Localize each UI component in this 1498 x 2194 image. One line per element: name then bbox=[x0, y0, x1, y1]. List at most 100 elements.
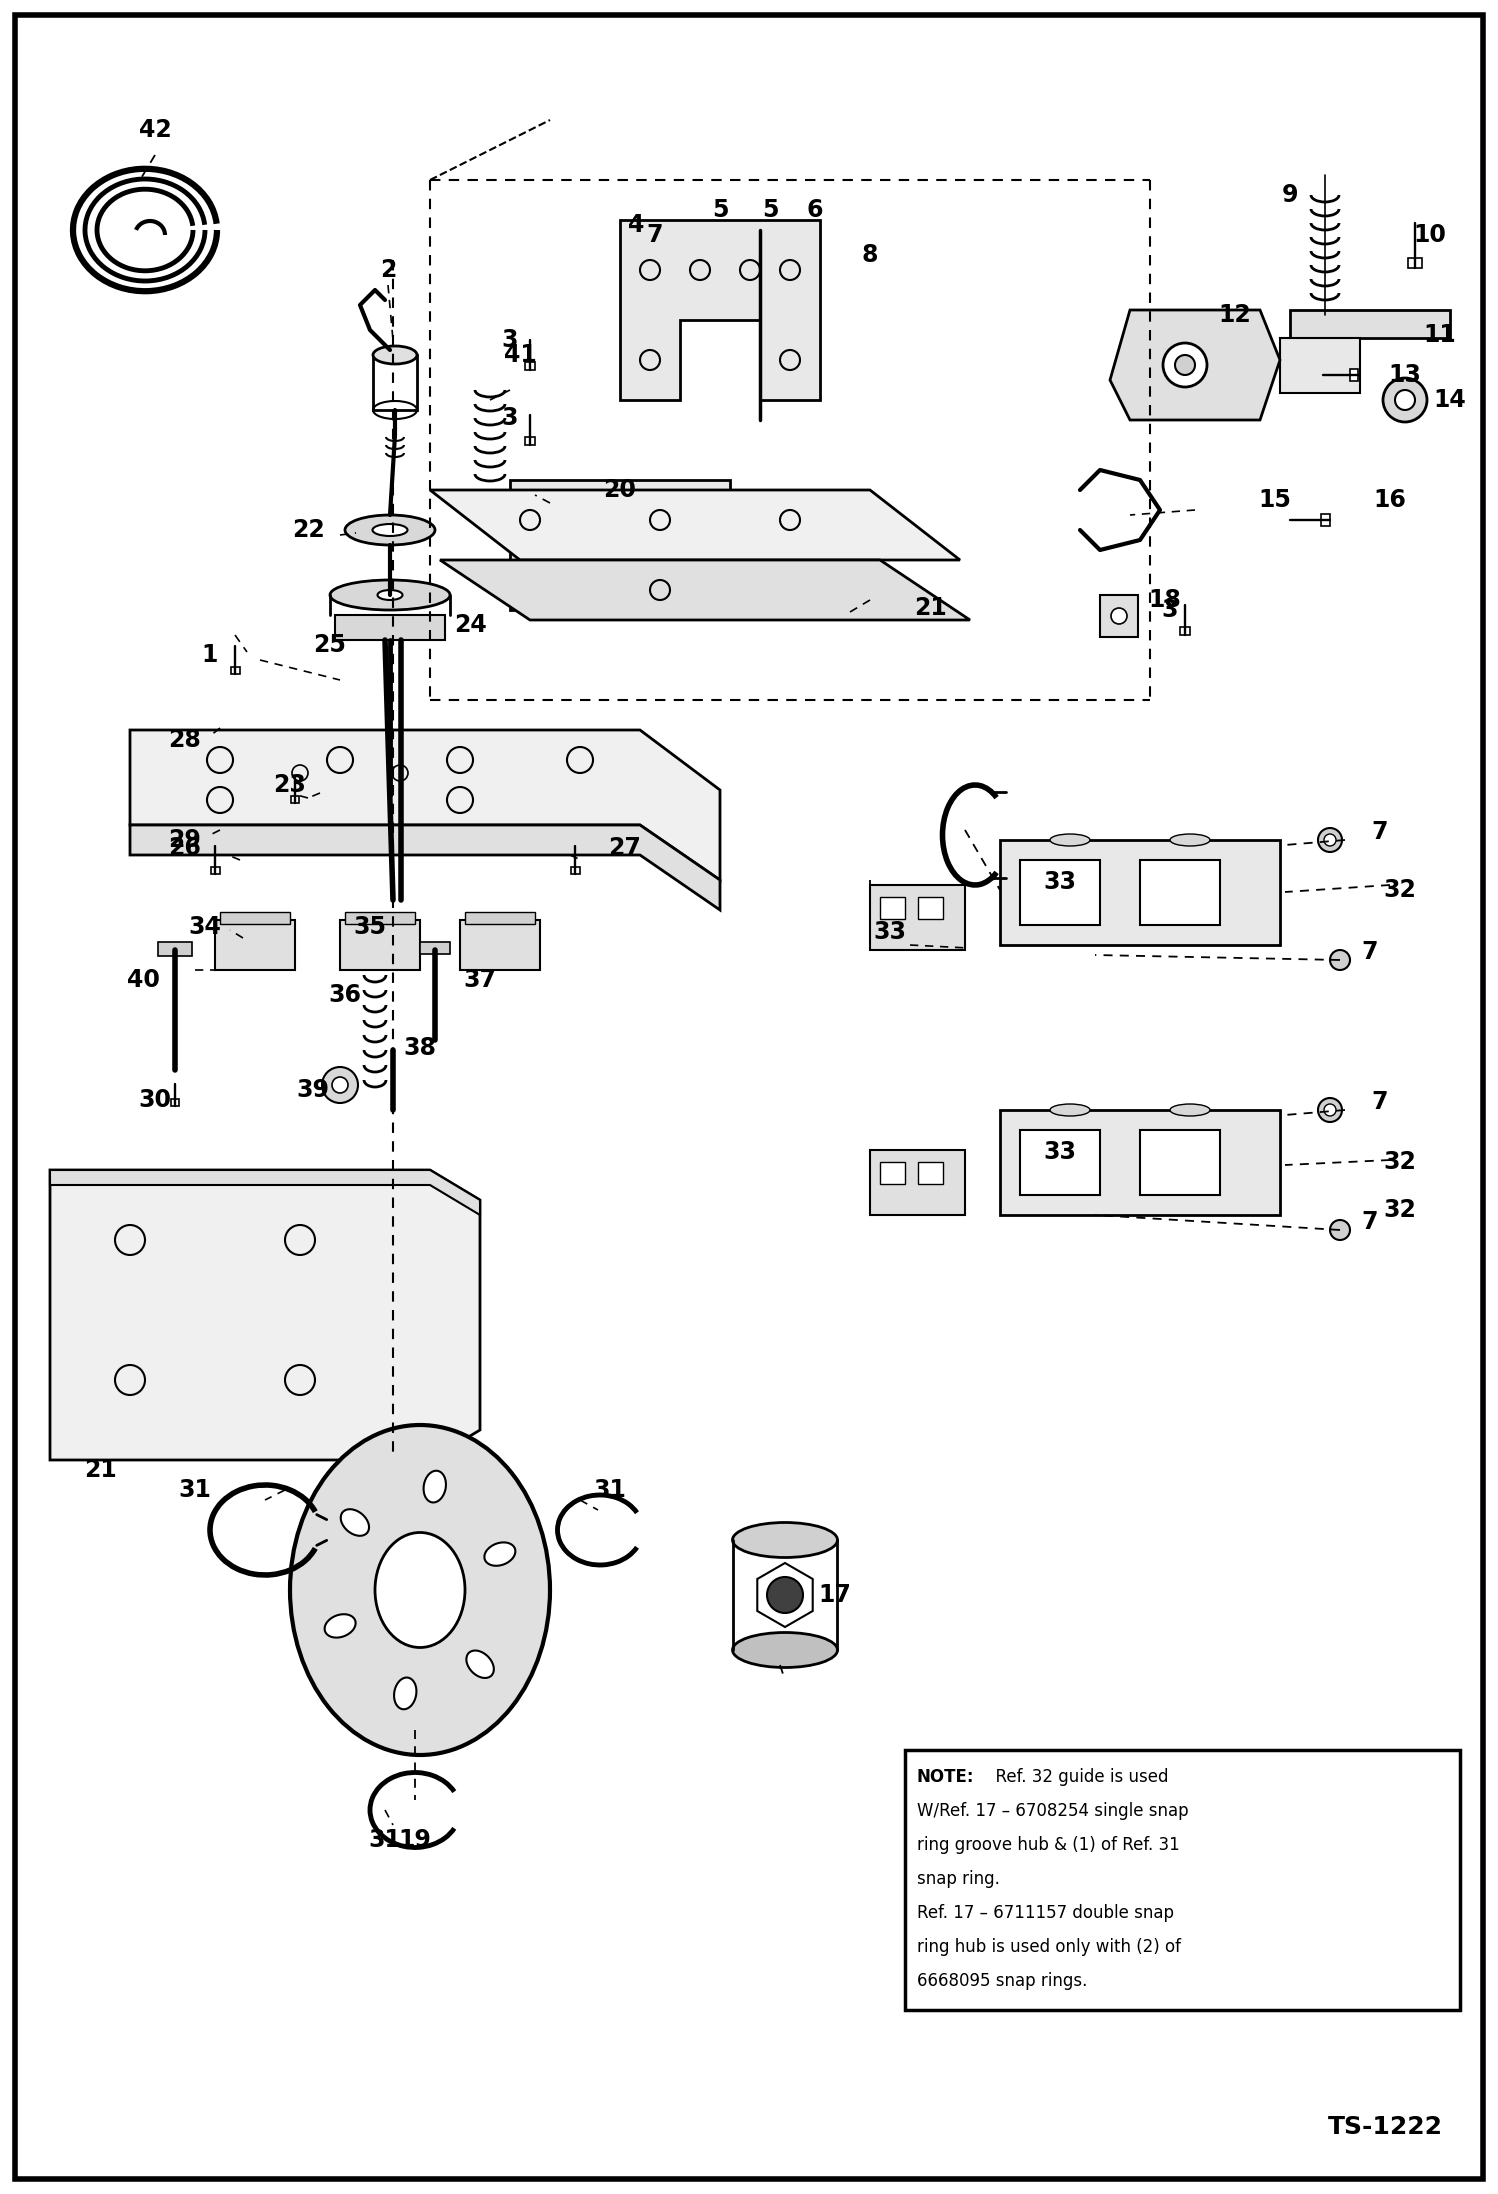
Circle shape bbox=[1318, 827, 1342, 851]
Bar bbox=[216, 919, 295, 970]
Bar bbox=[918, 897, 944, 919]
Ellipse shape bbox=[733, 1523, 837, 1558]
Bar bbox=[340, 919, 419, 970]
Polygon shape bbox=[130, 731, 721, 880]
Text: 13: 13 bbox=[1389, 362, 1422, 386]
Text: 30: 30 bbox=[138, 1088, 171, 1112]
Ellipse shape bbox=[466, 1650, 494, 1678]
Circle shape bbox=[1162, 342, 1207, 386]
Text: 7: 7 bbox=[1362, 1211, 1378, 1233]
Text: 33: 33 bbox=[1044, 871, 1077, 893]
Polygon shape bbox=[231, 667, 240, 674]
Polygon shape bbox=[130, 825, 721, 911]
Circle shape bbox=[1383, 377, 1428, 421]
Text: 22: 22 bbox=[292, 518, 325, 542]
Text: 6668095 snap rings.: 6668095 snap rings. bbox=[917, 1972, 1088, 1990]
Text: Ref. 32 guide is used: Ref. 32 guide is used bbox=[986, 1768, 1168, 1786]
Text: TS-1222: TS-1222 bbox=[1329, 2115, 1443, 2139]
Polygon shape bbox=[440, 559, 971, 621]
Polygon shape bbox=[171, 1099, 178, 1106]
Text: 21: 21 bbox=[84, 1459, 117, 1481]
Polygon shape bbox=[1180, 627, 1189, 634]
Bar bbox=[1020, 1130, 1100, 1196]
Bar bbox=[1001, 840, 1279, 946]
Text: 8: 8 bbox=[861, 244, 878, 268]
Circle shape bbox=[1174, 355, 1195, 375]
Ellipse shape bbox=[1050, 1104, 1091, 1117]
Ellipse shape bbox=[340, 1509, 369, 1536]
Text: 10: 10 bbox=[1414, 224, 1447, 248]
Text: 32: 32 bbox=[1384, 878, 1417, 902]
Text: 33: 33 bbox=[1044, 1141, 1077, 1165]
Text: snap ring.: snap ring. bbox=[917, 1869, 999, 1889]
Text: ring groove hub & (1) of Ref. 31: ring groove hub & (1) of Ref. 31 bbox=[917, 1836, 1180, 1854]
Text: 35: 35 bbox=[354, 915, 386, 939]
Bar bbox=[918, 1163, 944, 1185]
Polygon shape bbox=[571, 867, 580, 873]
Ellipse shape bbox=[1170, 834, 1210, 847]
Text: 5: 5 bbox=[762, 197, 779, 222]
Text: 4: 4 bbox=[628, 213, 644, 237]
Circle shape bbox=[1330, 1220, 1350, 1240]
Text: 27: 27 bbox=[608, 836, 641, 860]
Polygon shape bbox=[49, 1169, 479, 1459]
Text: ring hub is used only with (2) of: ring hub is used only with (2) of bbox=[917, 1937, 1180, 1957]
Text: 17: 17 bbox=[818, 1584, 851, 1606]
Text: 18: 18 bbox=[1149, 588, 1182, 612]
Circle shape bbox=[322, 1066, 358, 1104]
Text: 41: 41 bbox=[503, 342, 536, 366]
Circle shape bbox=[1112, 608, 1126, 623]
Circle shape bbox=[1395, 391, 1416, 410]
Text: NOTE:: NOTE: bbox=[917, 1768, 975, 1786]
Ellipse shape bbox=[394, 1678, 416, 1709]
Text: 28: 28 bbox=[169, 728, 201, 753]
Polygon shape bbox=[1350, 369, 1357, 382]
Text: 36: 36 bbox=[328, 983, 361, 1007]
Text: 40: 40 bbox=[126, 968, 159, 992]
Text: Ref. 17 – 6711157 double snap: Ref. 17 – 6711157 double snap bbox=[917, 1904, 1174, 1922]
Text: 3: 3 bbox=[502, 406, 518, 430]
Bar bbox=[879, 897, 905, 919]
Text: 7: 7 bbox=[1362, 939, 1378, 963]
Ellipse shape bbox=[345, 516, 434, 544]
Polygon shape bbox=[1321, 513, 1330, 527]
Text: 5: 5 bbox=[712, 197, 728, 222]
Text: 12: 12 bbox=[1219, 303, 1251, 327]
Bar bbox=[1140, 1130, 1219, 1196]
Text: 7: 7 bbox=[1372, 1090, 1389, 1115]
Polygon shape bbox=[1110, 309, 1279, 419]
Circle shape bbox=[1324, 1104, 1336, 1117]
Ellipse shape bbox=[330, 579, 449, 610]
Text: 31: 31 bbox=[369, 1828, 401, 1852]
Polygon shape bbox=[758, 1562, 813, 1628]
Text: 42: 42 bbox=[139, 118, 171, 143]
Text: 24: 24 bbox=[454, 612, 487, 636]
Bar bbox=[373, 355, 416, 410]
Bar bbox=[509, 480, 730, 610]
Bar bbox=[157, 941, 192, 957]
Bar bbox=[1020, 860, 1100, 926]
Text: 38: 38 bbox=[403, 1036, 436, 1060]
Polygon shape bbox=[430, 489, 960, 559]
Bar bbox=[1100, 595, 1138, 636]
Text: 1: 1 bbox=[202, 643, 219, 667]
Text: 37: 37 bbox=[463, 968, 496, 992]
Text: 31: 31 bbox=[593, 1479, 626, 1503]
Bar bbox=[345, 913, 415, 924]
Text: 23: 23 bbox=[274, 772, 307, 796]
Text: 16: 16 bbox=[1374, 487, 1407, 511]
Text: 33: 33 bbox=[873, 919, 906, 943]
Text: 3: 3 bbox=[502, 327, 518, 351]
Bar bbox=[464, 913, 535, 924]
Text: 2: 2 bbox=[380, 259, 395, 283]
Text: 21: 21 bbox=[914, 597, 947, 621]
Polygon shape bbox=[524, 437, 535, 445]
Text: 6: 6 bbox=[807, 197, 824, 222]
Ellipse shape bbox=[424, 1470, 446, 1503]
Polygon shape bbox=[524, 362, 535, 371]
Text: 32: 32 bbox=[1384, 1198, 1417, 1222]
Text: 39: 39 bbox=[297, 1077, 330, 1101]
Bar bbox=[220, 913, 291, 924]
Ellipse shape bbox=[1170, 1104, 1210, 1117]
Text: 9: 9 bbox=[1282, 182, 1299, 206]
